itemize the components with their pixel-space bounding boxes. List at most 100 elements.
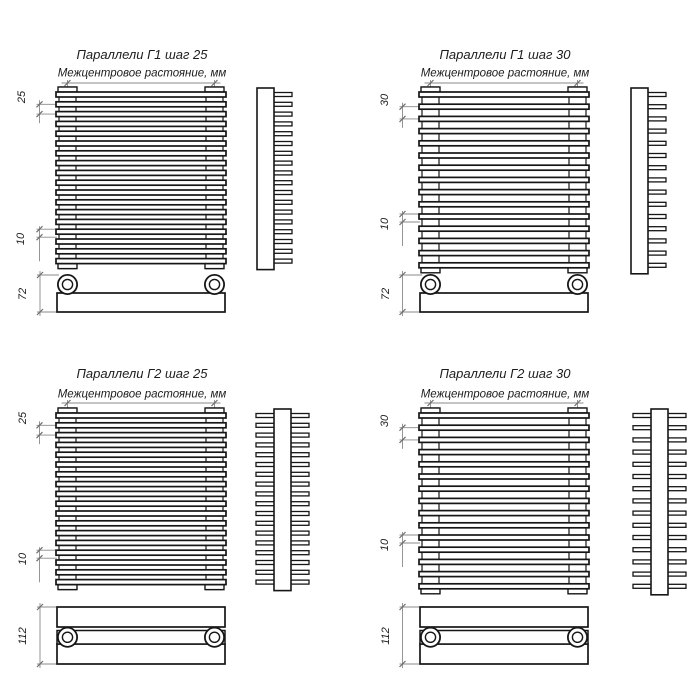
tube-end [289,471,310,477]
collector-housing [419,643,589,665]
diagram-g1-step25: Параллели Г1 шаг 25 Межцентровое растоян… [15,47,293,316]
tube-end [646,201,667,207]
tube-bar [55,578,227,586]
tube-bar [55,189,227,196]
tube-bar [418,546,590,554]
side-view [256,87,293,271]
dimension-tick [399,531,406,539]
tube-end [272,140,293,147]
tube-bar [55,549,227,557]
dimension-tick [399,115,406,123]
dimension-tick [36,271,44,279]
tube-end [289,579,310,585]
dimension-tick [36,233,43,241]
dimension-tick [36,100,43,108]
dimension-tick [36,110,43,118]
dimension-tick [211,399,218,407]
tube-bar [55,539,227,547]
tube-bar [418,225,590,233]
dimension-tick [399,424,406,432]
tube-end [646,104,667,110]
tube-bar [55,470,227,478]
tube-end [255,491,276,497]
dimension-tick [211,79,218,87]
dimension-tick [36,431,43,439]
depth-dimension-label: 72 [17,288,29,300]
tube-end [666,534,687,541]
tube-end [289,530,310,536]
tube-end [289,481,310,487]
tube-end [632,522,653,528]
tube-bar [418,424,590,432]
tube-bar [418,412,590,419]
tube-bar [55,179,227,187]
tube-end [632,437,653,443]
tube-bar [418,164,590,172]
tube-bar [418,558,590,566]
tube-end [632,510,653,516]
center-distance-label: Межцентровое растояние, мм [58,68,227,80]
collector-housing [419,292,589,313]
tube-bar [418,582,590,590]
tube-end [646,128,667,134]
tube-end [255,510,276,517]
tube-bar [418,521,590,529]
depth-dimension-label: 112 [17,627,29,645]
tube-end [646,165,667,171]
tube-end [666,461,687,467]
side-view [255,408,310,592]
tube-bar [55,100,227,108]
tube-bar [418,249,590,257]
diagram-title: Параллели Г1 шаг 25 [76,47,208,62]
tube-bar [418,460,590,468]
dimensions [36,399,221,668]
tube-bar [55,529,227,537]
tube-end [289,432,310,438]
front-view [55,407,227,591]
collector-strip [419,629,589,645]
front-view [55,86,227,270]
tube-end [272,219,293,225]
tube-bar [55,490,227,498]
tube-bar [55,228,227,236]
tube-bar [418,509,590,517]
tube-end [272,91,293,98]
dimension-tick [36,603,44,611]
tube-bar [418,237,590,245]
tube-end [646,177,667,183]
collector [650,408,669,596]
tube-end [255,550,276,556]
tube-end [632,498,653,504]
tube-bar [418,188,590,196]
tube-end [289,452,310,458]
tube-end [632,486,653,492]
step-dimension-label: 30 [379,93,391,106]
diagram-title: Параллели Г2 шаг 25 [76,366,208,381]
dimension-tick [399,308,406,316]
connector-circle-inner [61,278,74,291]
tube-bar [55,149,227,157]
connector-circle-inner [61,631,74,644]
tube-end [666,559,687,565]
tube-dimension-label: 10 [15,232,27,245]
tube-end [632,473,653,480]
tube-bar [55,412,227,419]
tube-end [666,583,687,589]
tube-end [272,111,293,117]
dimension-tick [399,210,406,218]
diagram-geometry [399,79,667,316]
tube-end [255,481,276,487]
tube-end [255,412,276,419]
bottom-view [419,606,589,665]
tube-end [255,569,276,575]
tube-bar [55,208,227,216]
dimension-tick [36,225,43,233]
tube-end [272,238,293,245]
dimension-tick [64,399,71,407]
connector-circle-inner [208,278,221,291]
tube-bar [55,441,227,449]
tube-end [632,412,653,419]
tube-bar [55,159,227,167]
dimension-tick [399,660,406,668]
tube-bar [55,480,227,488]
